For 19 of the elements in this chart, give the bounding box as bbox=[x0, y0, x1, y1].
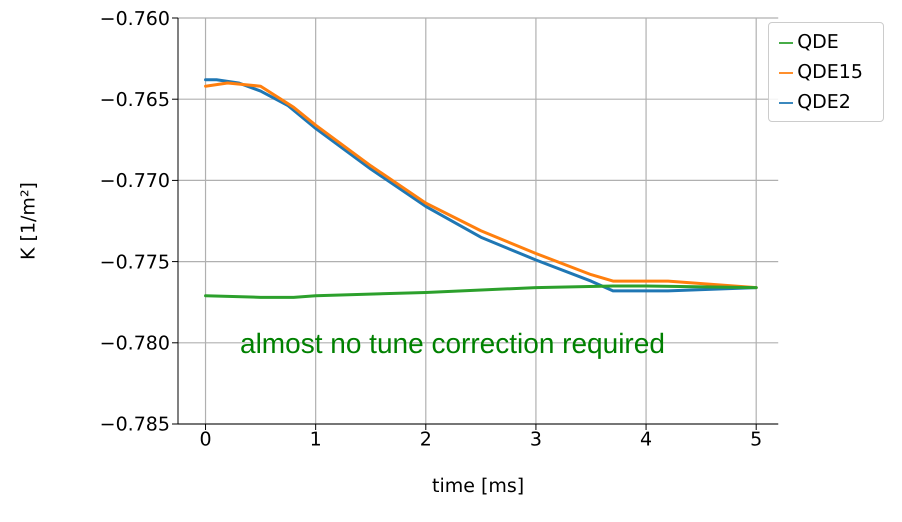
y-tick-label: −0.780 bbox=[100, 332, 170, 355]
y-tick-label: −0.785 bbox=[100, 414, 170, 436]
annotation: almost no tune correction required bbox=[240, 328, 665, 360]
y-axis-title: K [1/m²] bbox=[18, 182, 40, 260]
y-tick-label: −0.760 bbox=[100, 8, 170, 30]
legend-label: QDE2 bbox=[797, 91, 851, 113]
x-tick-label: 4 bbox=[640, 428, 652, 450]
x-tick-label: 2 bbox=[420, 428, 432, 450]
y-tick-label: −0.765 bbox=[100, 88, 170, 111]
x-axis-title: time [ms] bbox=[432, 475, 524, 497]
legend-label: QDE bbox=[797, 31, 839, 53]
x-tick-label: 0 bbox=[199, 428, 212, 450]
legend-label: QDE15 bbox=[797, 61, 863, 83]
y-tick-label: −0.775 bbox=[100, 251, 170, 274]
x-tick-label: 5 bbox=[750, 428, 762, 450]
line-series bbox=[204, 284, 758, 299]
y-tick-label: −0.770 bbox=[100, 170, 170, 192]
x-tick-label: 3 bbox=[530, 428, 542, 450]
x-tick-label: 1 bbox=[310, 428, 322, 450]
